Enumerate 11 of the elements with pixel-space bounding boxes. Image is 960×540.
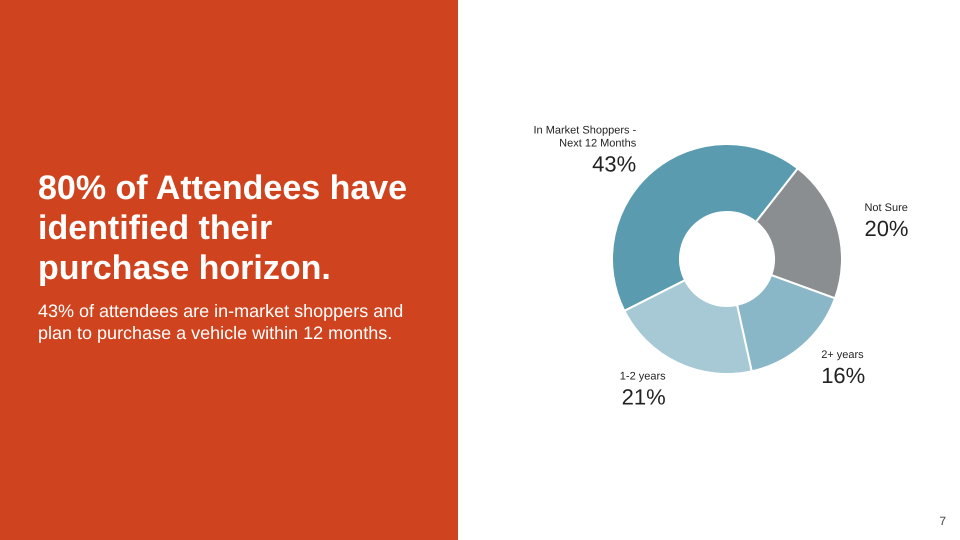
slice-label: In Market Shoppers - Next 12 Months (534, 124, 637, 150)
slice-label: 2+ years (821, 349, 864, 362)
slice-label: Not Sure (864, 202, 908, 214)
data-label: 21% (622, 384, 666, 410)
text: 80% of Attendees have identified their purchase horizon. (38, 168, 408, 288)
data-label: 16% (821, 363, 866, 388)
data-label: 20% (864, 216, 909, 242)
slice-label: 1-2 years (620, 370, 666, 383)
text: 7 (939, 514, 946, 528)
text: 43% of attendees are in-market shoppers and plan to purchase a vehicle within 12 months. (38, 300, 404, 344)
data-label: 43% (592, 152, 636, 176)
